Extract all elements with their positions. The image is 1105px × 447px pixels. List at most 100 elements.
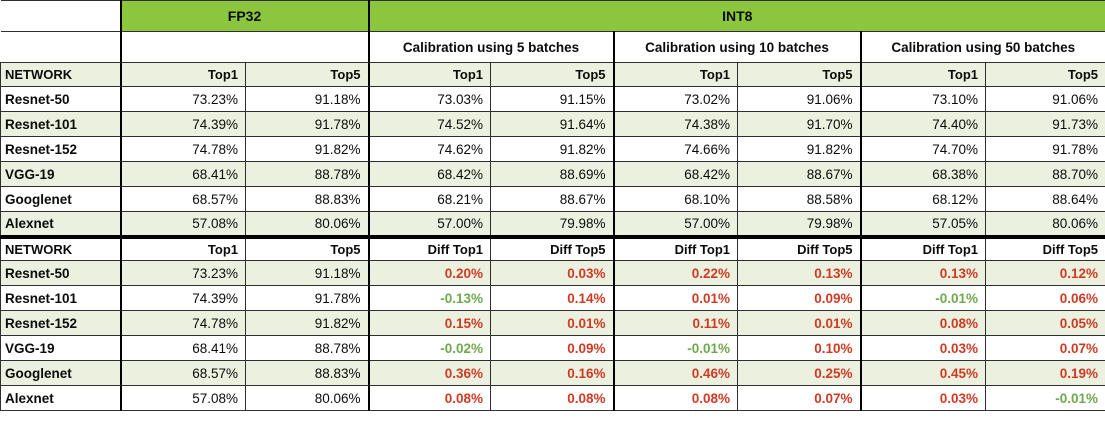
fp32-group-header: FP32 [119, 0, 369, 32]
accuracy-value: 91.64% [490, 111, 614, 137]
column-header: Top5 [245, 234, 369, 261]
table-row: VGG-19 68.41% 88.78% 68.42% 88.69% 68.42% 88.6… [0, 161, 1105, 187]
accuracy-value: 73.23% [119, 86, 246, 112]
diff-value: 0.19% [985, 360, 1105, 386]
int8-group-header: INT8 [367, 0, 1105, 32]
accuracy-value: 68.57% [119, 360, 246, 386]
accuracy-value: 74.70% [859, 136, 986, 162]
network-name: VGG-19 [0, 161, 121, 187]
column-header: Top5 [737, 62, 861, 87]
table-row: Googlenet 68.57% 88.83% 68.21% 88.67% 68.10% 8… [0, 186, 1105, 212]
diff-value: 0.14% [490, 285, 614, 311]
accuracy-value: 88.58% [737, 186, 861, 212]
accuracy-value: 91.82% [490, 136, 614, 162]
diff-value: 0.03% [859, 335, 986, 361]
diff-value: 0.13% [859, 260, 986, 286]
column-header: Top5 [985, 62, 1105, 87]
accuracy-value: 88.83% [245, 186, 369, 212]
accuracy-value: 74.62% [367, 136, 491, 162]
accuracy-value: 68.42% [612, 161, 738, 187]
network-name: Resnet-50 [0, 260, 121, 286]
accuracy-value: 74.40% [859, 111, 986, 137]
column-header: Top5 [245, 62, 369, 87]
diff-value: 0.06% [985, 285, 1105, 311]
diff-value: 0.08% [859, 310, 986, 336]
fp32-int8-accuracy-table: FP32 INT8 Calibration using 5 batches Ca… [0, 0, 1105, 411]
accuracy-value: 57.08% [119, 385, 246, 411]
accuracy-value: 80.06% [245, 385, 369, 411]
network-column-header: NETWORK [0, 62, 121, 87]
accuracy-value: 79.98% [490, 211, 614, 237]
accuracy-value: 79.98% [737, 211, 861, 237]
diff-value: 0.09% [490, 335, 614, 361]
diff-value: 0.22% [612, 260, 738, 286]
accuracy-value: 74.39% [119, 111, 246, 137]
network-name: Resnet-50 [0, 86, 121, 112]
network-name: Googlenet [0, 186, 121, 212]
accuracy-value: 80.06% [245, 211, 369, 237]
accuracy-value: 74.66% [612, 136, 738, 162]
column-header: Diff Top5 [985, 234, 1105, 261]
diff-value: 0.36% [367, 360, 491, 386]
empty-cell [119, 31, 369, 63]
diff-value: 0.09% [737, 285, 861, 311]
diff-value: 0.01% [737, 310, 861, 336]
network-name: Resnet-152 [0, 136, 121, 162]
table-row: Resnet-152 74.78% 91.82% 0.15% 0.01% 0.11% 0.0… [0, 310, 1105, 336]
accuracy-value: 74.38% [612, 111, 738, 137]
accuracy-value: 73.02% [612, 86, 738, 112]
accuracy-value: 80.06% [985, 211, 1105, 237]
accuracy-value: 88.67% [490, 186, 614, 212]
diff-value: 0.11% [612, 310, 738, 336]
calibration-5-batches-header: Calibration using 5 batches [367, 31, 614, 63]
diff-value: 0.03% [490, 260, 614, 286]
accuracy-value: 57.05% [859, 211, 986, 237]
diff-value: 0.12% [985, 260, 1105, 286]
empty-cell [0, 0, 121, 32]
accuracy-value: 68.41% [119, 161, 246, 187]
network-name: VGG-19 [0, 335, 121, 361]
accuracy-value: 91.18% [245, 260, 369, 286]
column-header: Diff Top1 [367, 234, 491, 261]
accuracy-value: 91.82% [245, 310, 369, 336]
accuracy-value: 74.78% [119, 310, 246, 336]
accuracy-value: 91.82% [245, 136, 369, 162]
column-header: Top1 [367, 62, 491, 87]
accuracy-value: 73.23% [119, 260, 246, 286]
network-name: Resnet-101 [0, 285, 121, 311]
calibration-50-batches-header: Calibration using 50 batches [859, 31, 1105, 63]
accuracy-value: 68.57% [119, 186, 246, 212]
accuracy-value: 68.12% [859, 186, 986, 212]
table-row: VGG-19 68.41% 88.78% -0.02% 0.09% -0.01% 0.10%… [0, 335, 1105, 361]
network-name: Googlenet [0, 360, 121, 386]
accuracy-value: 74.39% [119, 285, 246, 311]
table-row: Alexnet 57.08% 80.06% 57.00% 79.98% 57.00% 79.… [0, 211, 1105, 237]
diff-value: -0.01% [859, 285, 986, 311]
diff-value: 0.15% [367, 310, 491, 336]
diff-value: 0.07% [985, 335, 1105, 361]
accuracy-value: 74.78% [119, 136, 246, 162]
accuracy-value: 57.08% [119, 211, 246, 237]
table-row: Resnet-101 74.39% 91.78% -0.13% 0.14% 0.01% 0.… [0, 285, 1105, 311]
accuracy-value: 91.73% [985, 111, 1105, 137]
accuracy-value: 57.00% [612, 211, 738, 237]
accuracy-value: 68.21% [367, 186, 491, 212]
accuracy-value: 91.78% [245, 111, 369, 137]
calibration-header-row: Calibration using 5 batches Calibration … [0, 31, 1105, 63]
accuracy-value: 91.78% [985, 136, 1105, 162]
table-row: Resnet-152 74.78% 91.82% 74.62% 91.82% 74.66%… [0, 136, 1105, 162]
accuracy-value: 91.15% [490, 86, 614, 112]
accuracy-value: 88.70% [985, 161, 1105, 187]
diff-value: 0.08% [490, 385, 614, 411]
diff-value: 0.25% [737, 360, 861, 386]
accuracy-value: 91.18% [245, 86, 369, 112]
diff-value: -0.02% [367, 335, 491, 361]
accuracy-value: 73.03% [367, 86, 491, 112]
accuracy-value: 91.06% [737, 86, 861, 112]
diff-value: -0.01% [612, 335, 738, 361]
section1-accuracy-rows: Resnet-50 73.23% 91.18% 73.03% 91.15% 73.02% 9… [0, 86, 1105, 237]
column-header: Top1 [859, 62, 986, 87]
table-row: Resnet-101 74.39% 91.78% 74.52% 91.64% 74.38%… [0, 111, 1105, 137]
accuracy-value: 68.38% [859, 161, 986, 187]
table-row: Googlenet 68.57% 88.83% 0.36% 0.16% 0.46% 0.25… [0, 360, 1105, 386]
